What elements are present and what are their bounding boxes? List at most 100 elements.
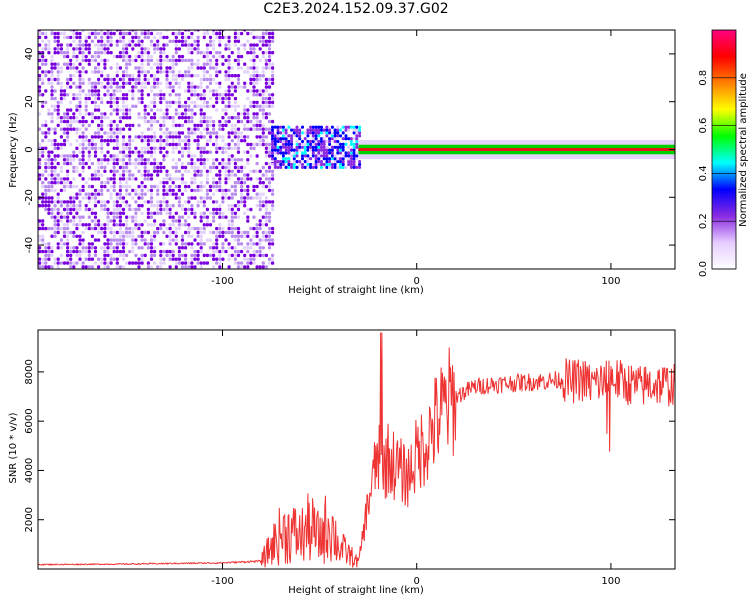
spectrogram-cell (53, 77, 57, 82)
spectrogram-cell (171, 146, 175, 150)
spectrogram-cell (162, 158, 166, 162)
spectrogram-cell (118, 249, 122, 254)
spectrogram-cell (59, 219, 63, 223)
spectrogram-cell (224, 150, 228, 154)
spectrogram-cell (246, 242, 250, 246)
spectrogram-cell (290, 142, 294, 146)
spectrogram-cell (205, 207, 209, 212)
spectrogram-cell (349, 137, 353, 141)
spectrogram-cell (267, 43, 272, 47)
spectrogram-cell (47, 188, 51, 193)
spectrogram-cell (75, 139, 79, 143)
spectrogram-cell (115, 261, 119, 265)
spectrogram-cell (56, 62, 60, 66)
spectrogram-cell (267, 142, 272, 147)
y-tick-label: 0 (24, 146, 35, 152)
spectrogram-cell (159, 150, 163, 154)
spectrogram-cell (168, 177, 172, 181)
spectrogram-cell (106, 207, 110, 212)
spectrogram-cell (140, 257, 144, 261)
spectrogram-cell (153, 116, 157, 120)
spectrogram-cell (93, 142, 98, 147)
spectrogram-cell (93, 261, 98, 265)
spectrogram-cell (66, 154, 70, 158)
spectrogram-cell (243, 211, 247, 215)
spectrogram-cell (93, 150, 98, 154)
spectrogram-cell (190, 81, 194, 85)
spectrogram-cell (53, 215, 57, 219)
spectrogram-cell (78, 223, 82, 227)
spectrogram-cell (66, 230, 70, 235)
spectrogram-cell (196, 249, 200, 254)
spectrogram-cell (208, 184, 213, 189)
spectrogram-cell (134, 135, 138, 139)
spectrogram-cell (339, 142, 342, 146)
spectrogram-cell (246, 112, 250, 116)
spectrogram-cell (193, 85, 197, 89)
spectrogram-cell (249, 58, 253, 63)
spectrogram-cell (97, 127, 101, 131)
spectrogram-cell (75, 119, 79, 124)
spectrogram-cell (66, 51, 70, 55)
spectrogram-cell (284, 148, 288, 152)
spectrogram-cell (218, 39, 222, 43)
spectrogram-cell (218, 184, 222, 189)
spectrogram-cell (187, 35, 191, 40)
spectrogram-cell (38, 173, 42, 177)
spectrogram-cell (137, 89, 141, 93)
spectrogram-cell (174, 35, 178, 40)
spectrogram-cell (208, 230, 213, 235)
spectrogram-cell (121, 74, 126, 78)
spectrogram-cell (292, 131, 296, 135)
spectrogram-cell (59, 142, 63, 147)
spectrogram-cell (202, 31, 206, 36)
spectrogram-cell (190, 161, 194, 166)
spectrogram-cell (143, 253, 147, 258)
spectrogram-cell (233, 100, 237, 105)
spectrogram-cell (261, 39, 265, 43)
spectrogram-cell (75, 146, 79, 150)
spectrogram-cell (140, 39, 144, 43)
spectrogram-cell (78, 204, 82, 208)
spectrogram-cell (306, 128, 310, 132)
spectrogram-cell (261, 66, 265, 70)
spectrogram-cell (187, 51, 191, 55)
spectrogram-cell (59, 51, 63, 55)
spectrogram-cell (106, 211, 110, 215)
spectrogram-cell (87, 200, 91, 204)
spectrogram-cell (106, 131, 110, 135)
spectrogram-cell (143, 104, 147, 108)
spectrogram-cell (271, 177, 275, 181)
spectrogram-cell (103, 31, 107, 36)
spectrogram-cell (78, 112, 82, 116)
spectrogram-cell (56, 207, 60, 212)
spectrogram-cell (314, 134, 318, 138)
spectrogram-cell (121, 265, 126, 269)
spectrogram-cell (261, 261, 265, 265)
spectrogram-cell (149, 173, 154, 177)
spectrogram-cell (84, 58, 88, 63)
spectrogram-cell (303, 160, 307, 164)
spectrogram-cell (177, 257, 181, 261)
spectrogram-cell (140, 81, 144, 85)
spectrogram-cell (90, 196, 94, 200)
spectrogram-cell (246, 119, 250, 124)
spectrogram-cell (75, 196, 79, 200)
spectrogram-cell (320, 151, 323, 155)
spectrogram-cell (140, 70, 144, 74)
spectrogram-cell (84, 35, 88, 40)
spectrogram-cell (162, 93, 166, 97)
spectrogram-cell (320, 125, 323, 129)
spectrogram-cell (125, 192, 129, 196)
spectrogram-cell (271, 74, 275, 78)
colorbar-ticks: 0.00.20.40.60.8 (698, 70, 736, 277)
spectrogram-cell (261, 123, 265, 128)
spectrogram-cell (125, 230, 129, 235)
spectrogram-cell (267, 246, 272, 250)
spectrogram-cell (317, 148, 321, 152)
spectrogram-cell (261, 100, 265, 105)
spectrogram-cell (267, 96, 272, 101)
spectrogram-cell (159, 257, 163, 261)
spectrogram-cell (233, 158, 237, 162)
spectrogram-cell (81, 43, 85, 47)
